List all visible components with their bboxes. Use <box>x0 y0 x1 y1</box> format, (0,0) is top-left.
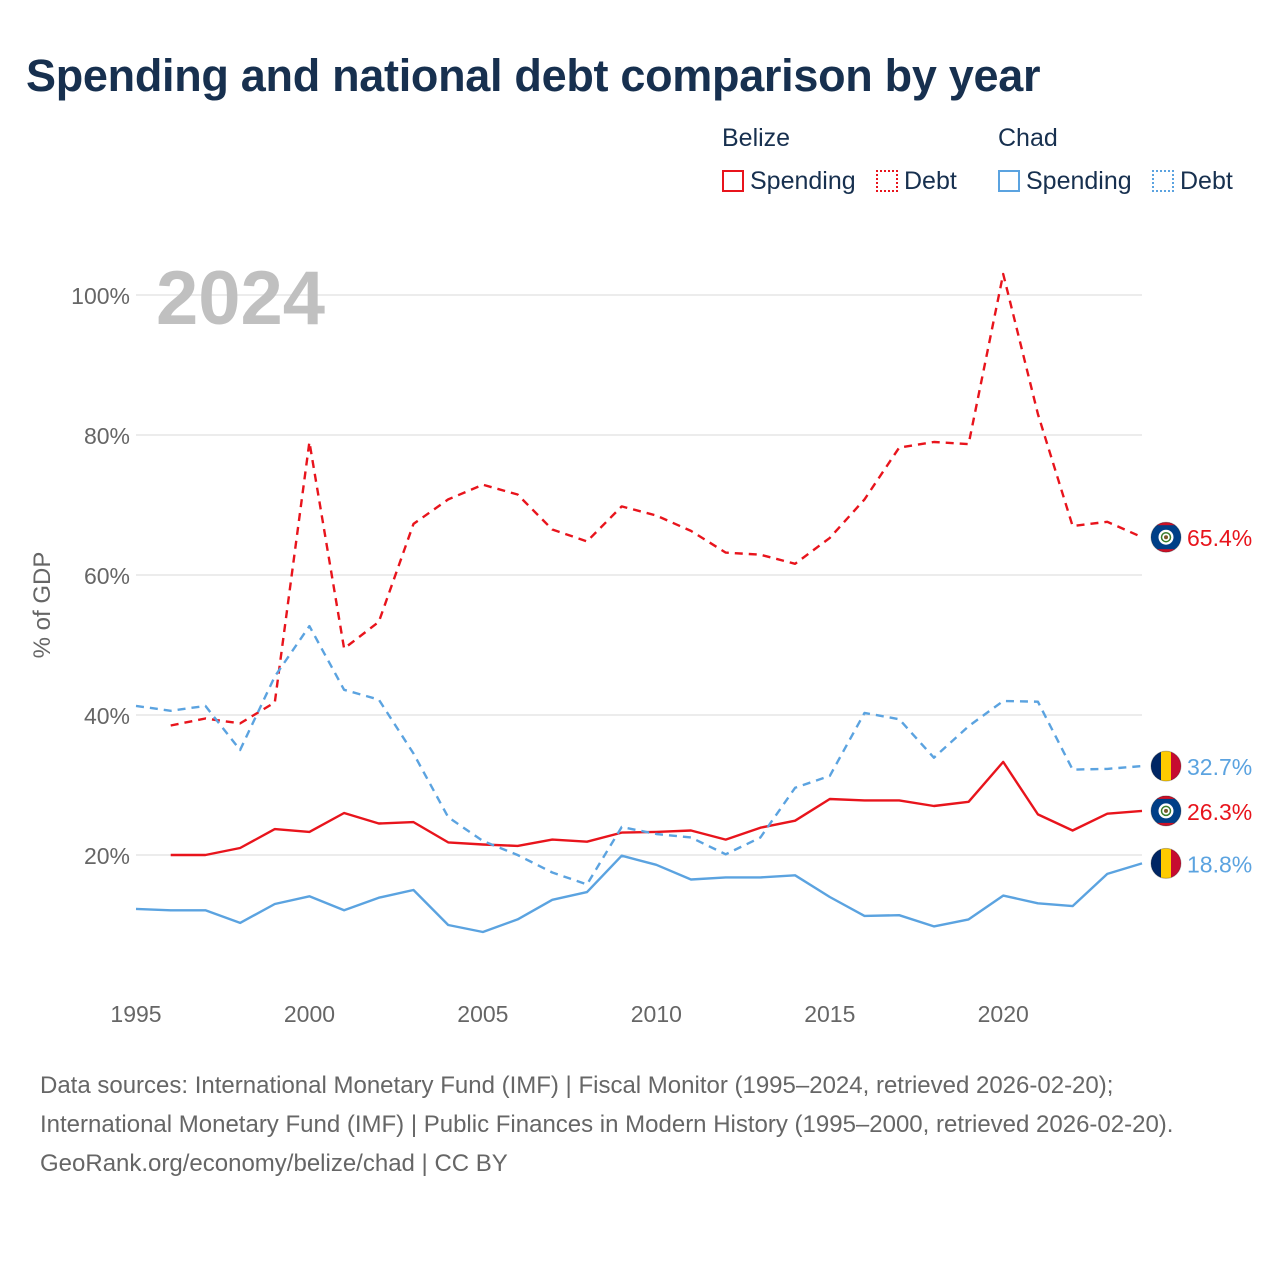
legend-label-chad-debt: Debt <box>1180 166 1233 195</box>
legend-label-belize-debt: Debt <box>904 166 957 195</box>
legend-group-belize: Belize <box>722 124 791 152</box>
belize-debt-line <box>170 272 1143 727</box>
chad-flag-icon <box>1150 750 1182 782</box>
legend-group-chad: Chad <box>998 124 1058 152</box>
gridlines <box>136 294 1142 856</box>
chart-title: Spending and national debt comparison by… <box>26 50 1041 101</box>
line-chart: 2024 % of GDP 20% 40% 60% 80% 100% 1995 2000 2… <box>29 256 1252 1027</box>
legend-swatch-belize-debt <box>876 170 898 192</box>
legend-item-belize-debt[interactable]: Debt <box>876 165 957 197</box>
chad-debt-line <box>135 624 1143 886</box>
x-tick-label: 2000 <box>284 1001 335 1027</box>
series-lines <box>135 272 1143 934</box>
x-tick-label: 2010 <box>631 1001 682 1027</box>
attribution-link[interactable]: GeoRank.org/economy/belize/chad | CC BY <box>40 1150 508 1177</box>
x-tick-label: 1995 <box>110 1001 161 1027</box>
belize-flag-icon <box>1150 795 1182 827</box>
legend-label-chad-spending: Spending <box>1026 166 1132 195</box>
y-tick-label: 40% <box>84 703 130 729</box>
legend-swatch-chad-spending <box>998 170 1020 192</box>
legend-item-chad-debt[interactable]: Debt <box>1152 165 1233 197</box>
chad-spending-end-label: 18.8% <box>1187 851 1252 877</box>
year-watermark: 2024 <box>156 256 325 341</box>
data-sources-text: Data sources: International Monetary Fun… <box>40 1072 1174 1138</box>
footer: Data sources: International Monetary Fun… <box>40 1066 1240 1183</box>
x-tick-label: 2015 <box>804 1001 855 1027</box>
legend-item-belize-spending[interactable]: Spending <box>722 165 856 197</box>
chad-spending-line <box>135 854 1143 934</box>
end-labels: 65.4% 32.7% 26.3% 18.8% <box>1150 521 1252 879</box>
belize-flag-icon <box>1150 521 1182 553</box>
x-tick-label: 2005 <box>457 1001 508 1027</box>
x-axis-ticks: 1995 2000 2005 2010 2015 2020 <box>110 1001 1028 1027</box>
legend-label-belize-spending: Spending <box>750 166 856 195</box>
legend-swatch-chad-debt <box>1152 170 1174 192</box>
y-tick-label: 60% <box>84 563 130 589</box>
y-axis-label: % of GDP <box>29 552 56 659</box>
legend-item-chad-spending[interactable]: Spending <box>998 165 1132 197</box>
legend-swatch-belize-spending <box>722 170 744 192</box>
belize-spending-line <box>170 760 1143 857</box>
x-tick-label: 2020 <box>978 1001 1029 1027</box>
chad-debt-end-label: 32.7% <box>1187 754 1252 780</box>
y-tick-label: 20% <box>84 843 130 869</box>
belize-spending-end-label: 26.3% <box>1187 799 1252 825</box>
chad-flag-icon <box>1150 847 1182 879</box>
y-tick-label: 100% <box>71 283 130 309</box>
belize-debt-end-label: 65.4% <box>1187 525 1252 551</box>
y-axis-ticks: 20% 40% 60% 80% 100% <box>71 283 130 869</box>
y-tick-label: 80% <box>84 423 130 449</box>
